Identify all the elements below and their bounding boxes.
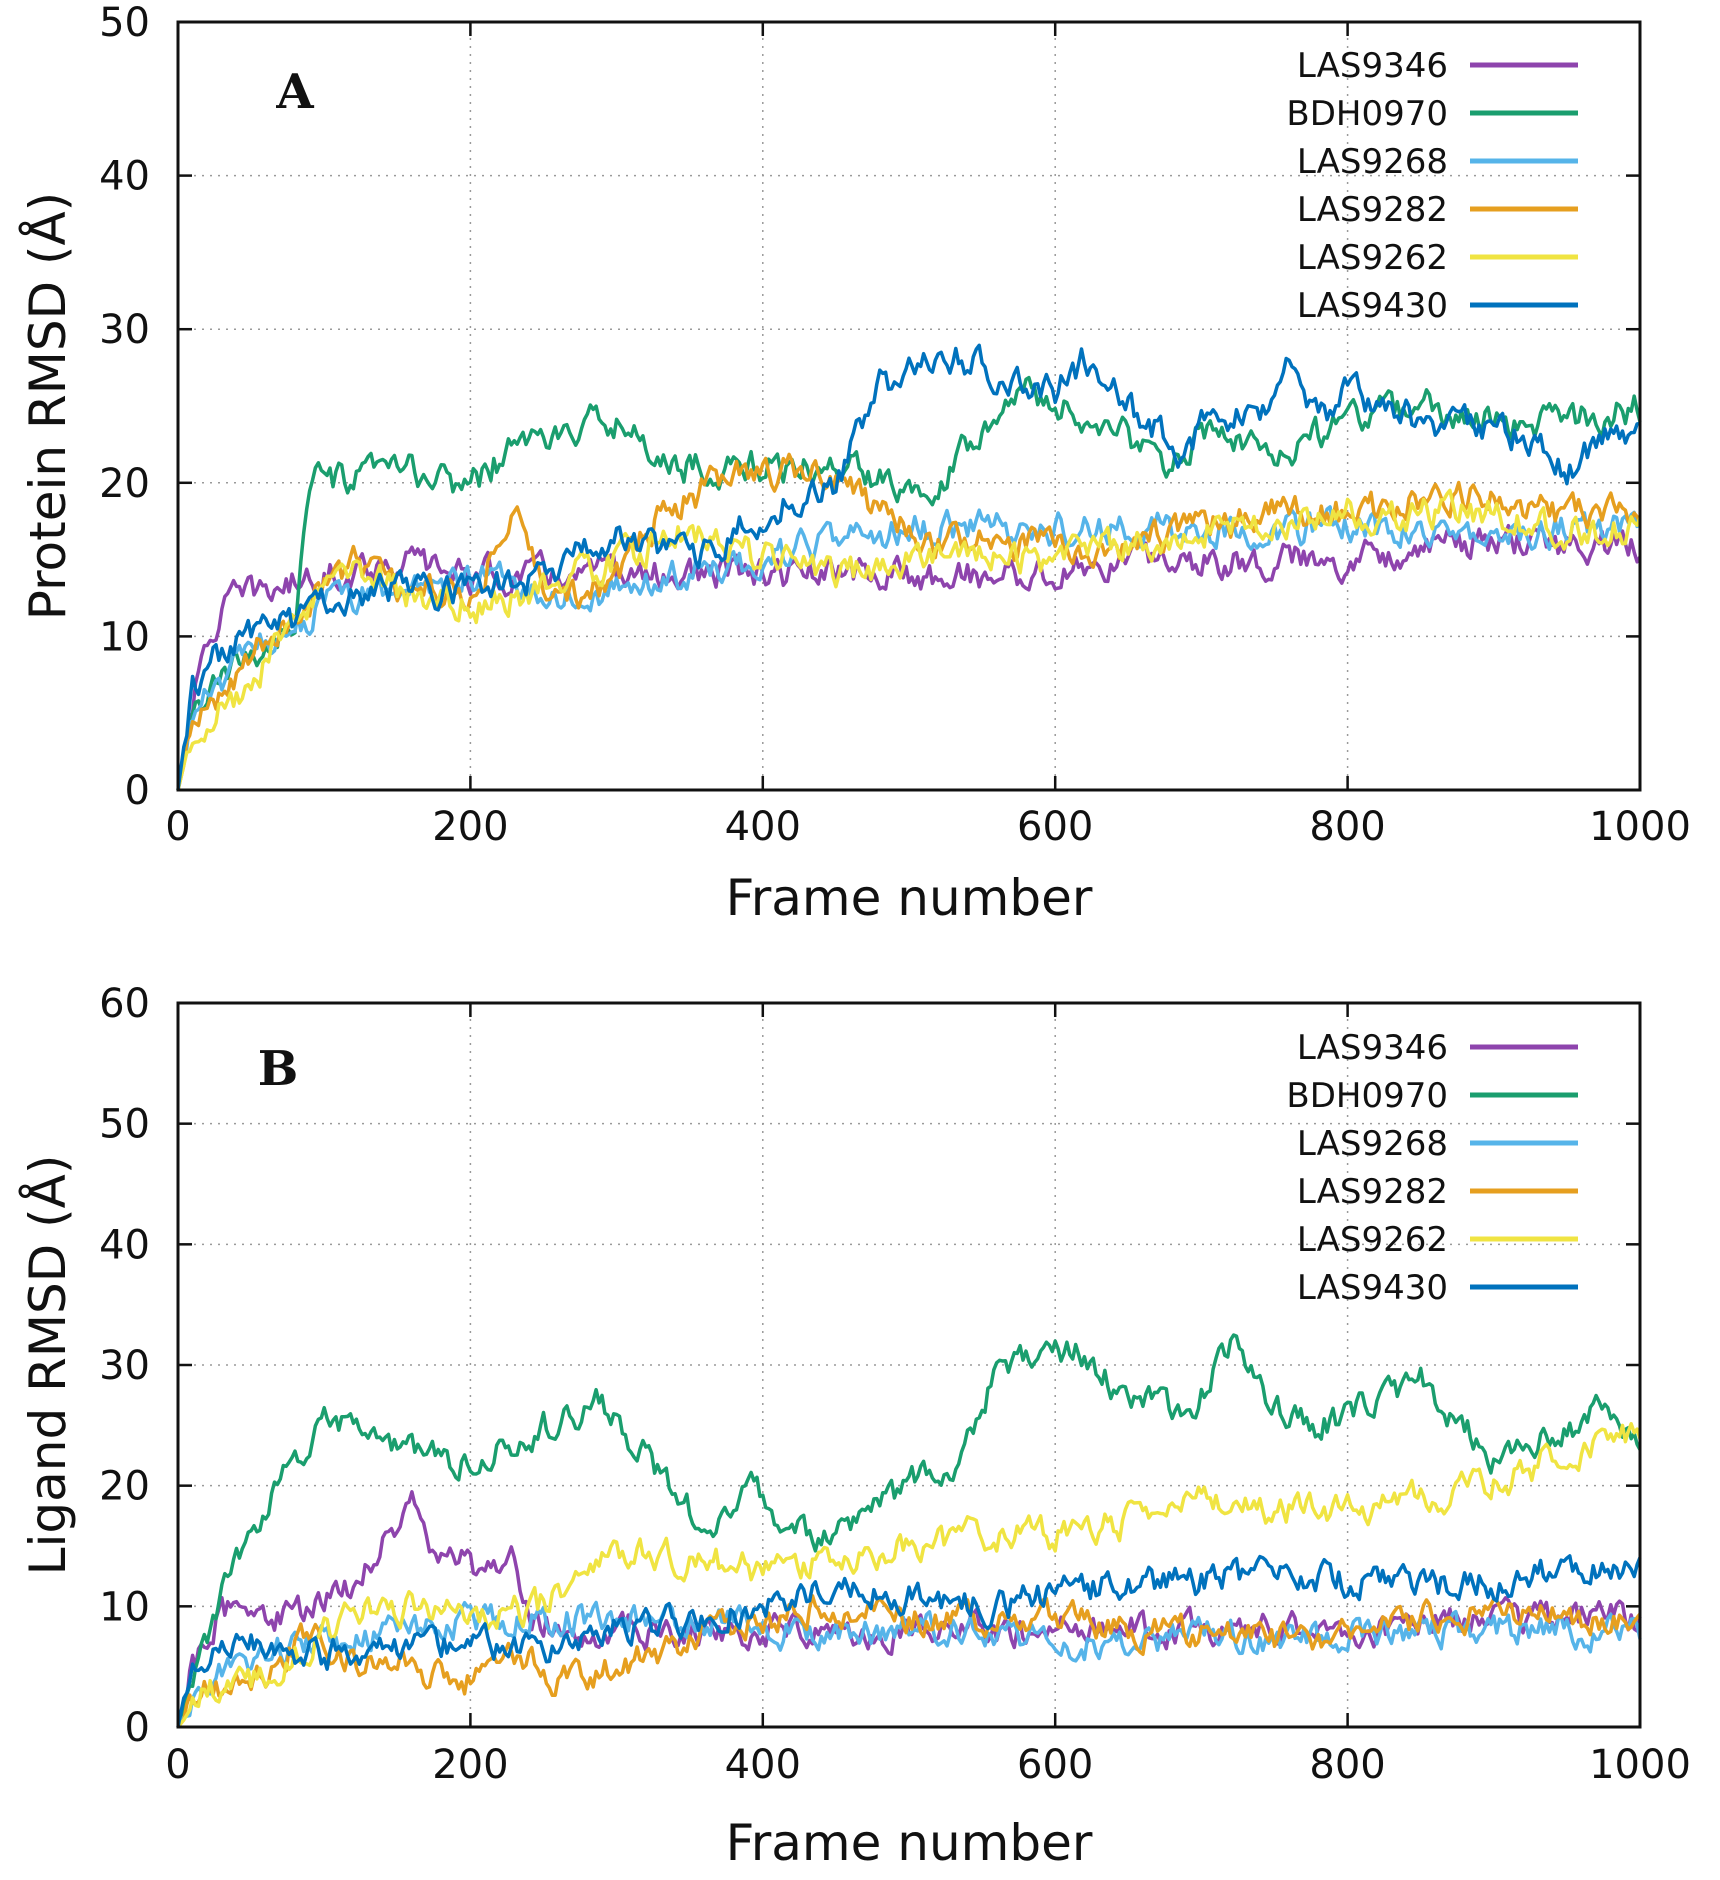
- y-tick-label: 40: [99, 154, 150, 200]
- y-axis-title: Protein RMSD (Å): [19, 192, 77, 620]
- series-line-las9430: [176, 1554, 1642, 1728]
- series-line-las9268: [176, 505, 1641, 791]
- y-axis-title: Ligand RMSD (Å): [19, 1155, 77, 1576]
- x-tick-label: 0: [165, 1742, 190, 1788]
- y-tick-label: 30: [99, 307, 150, 353]
- y-tick-label: 10: [99, 614, 150, 660]
- series-line-las9430: [176, 343, 1641, 791]
- legend-label-las9282: LAS9282: [1297, 190, 1448, 230]
- y-tick-label: 10: [99, 1584, 150, 1630]
- x-tick-label: 200: [432, 1742, 508, 1788]
- x-tick-label: 400: [725, 1742, 801, 1788]
- y-tick-label: 20: [99, 461, 150, 507]
- legend-label-las9282: LAS9282: [1297, 1172, 1448, 1212]
- series-line-las9346: [176, 523, 1642, 791]
- y-tick-label: 0: [125, 768, 150, 814]
- y-tick-label: 60: [99, 981, 150, 1027]
- legend-label-las9430: LAS9430: [1297, 1268, 1448, 1308]
- x-tick-label: 0: [165, 804, 190, 850]
- x-tick-label: 1000: [1589, 1742, 1691, 1788]
- x-tick-label: 800: [1309, 804, 1385, 850]
- x-axis-title: Frame number: [726, 869, 1093, 927]
- legend-label-bdh0970: BDH0970: [1286, 1076, 1448, 1116]
- plot-frame: [176, 20, 1642, 792]
- legend-label-las9430: LAS9430: [1297, 286, 1448, 326]
- x-tick-label: 200: [432, 804, 508, 850]
- legend-label-las9262: LAS9262: [1297, 238, 1448, 278]
- x-tick-label: 600: [1017, 804, 1093, 850]
- y-tick-label: 30: [99, 1343, 150, 1389]
- y-tick-label: 50: [99, 0, 150, 46]
- legend-label-las9346: LAS9346: [1297, 1028, 1448, 1068]
- series-line-las9262: [176, 488, 1642, 791]
- legend-label-bdh0970: BDH0970: [1286, 94, 1448, 134]
- legend-label-las9268: LAS9268: [1297, 1124, 1448, 1164]
- x-axis-title: Frame number: [726, 1814, 1093, 1872]
- legend-label-las9262: LAS9262: [1297, 1220, 1448, 1260]
- legend-label-las9268: LAS9268: [1297, 142, 1448, 182]
- y-tick-label: 0: [125, 1705, 150, 1751]
- panel-letter: B: [258, 1041, 299, 1097]
- series-line-las9268: [176, 1600, 1642, 1728]
- series-line-bdh0970: [176, 375, 1642, 791]
- legend-label-las9346: LAS9346: [1297, 46, 1448, 86]
- legend: LAS9346 BDH0970 LAS9268 LAS9282 LAS9262 LAS94…: [1286, 1028, 1578, 1308]
- x-tick-label: 600: [1017, 1742, 1093, 1788]
- panel-b: 0 200 400 600 800 1000 0 10 20 30 40 50 60 Frame numb…: [19, 981, 1691, 1872]
- legend: LAS9346 BDH0970 LAS9268 LAS9282 LAS9262 LAS94…: [1286, 46, 1578, 326]
- y-tick-label: 40: [99, 1222, 150, 1268]
- y-tick-label: 20: [99, 1464, 150, 1510]
- series-line-las9282: [176, 452, 1642, 791]
- panel-letter: A: [275, 64, 314, 120]
- x-tick-label: 800: [1309, 1742, 1385, 1788]
- series-line-bdh0970: [176, 1333, 1642, 1728]
- series-line-las9282: [176, 1594, 1642, 1729]
- y-tick-label: 50: [99, 1102, 150, 1148]
- panel-a: 0 200 400 600 800 1000 0 10 20 30 40 50 Frame number…: [19, 0, 1691, 927]
- series-line-las9262: [176, 1422, 1642, 1729]
- x-tick-label: 400: [725, 804, 801, 850]
- x-tick-label: 1000: [1589, 804, 1691, 850]
